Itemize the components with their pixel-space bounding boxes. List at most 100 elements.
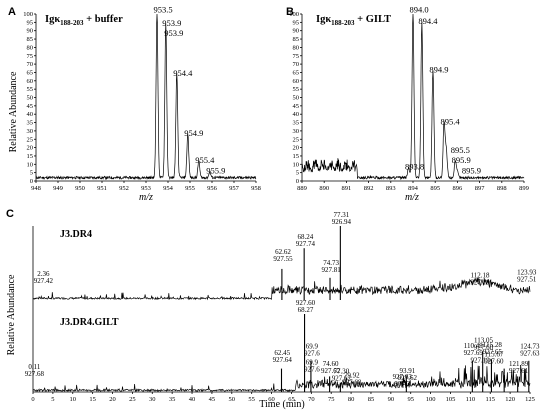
trace-2-annotation-mz: 927.62 — [398, 374, 418, 382]
panel-a-xtick-label: 958 — [251, 185, 261, 192]
trace-1-title: J3.DR4 — [60, 229, 92, 240]
panel-b-ytick-label: 0 — [296, 178, 299, 185]
trace-2-annotation-time: 113.05 — [474, 336, 493, 344]
panel-b-trace — [301, 13, 525, 181]
trace-1-annotation-time: 62.62 — [275, 248, 291, 256]
panel-b-peak-label: 894.4 — [418, 16, 438, 26]
panel-c-xtick-label: 60 — [268, 396, 275, 403]
trace-2-annotation-time: 93.91 — [400, 367, 416, 375]
panel-b-xtick-label: 899 — [519, 185, 529, 192]
panel-a-ytick-label: 20 — [27, 145, 34, 152]
trace-2-annotation-time: 115.28 — [483, 341, 502, 349]
trace-2-annotation-mz: 927.61 — [509, 367, 529, 375]
panel-a-ytick-label: 35 — [27, 120, 34, 127]
panel-c-xtick-label: 15 — [89, 396, 96, 403]
panel-b-ytick-label: 15 — [293, 153, 300, 160]
trace-2-annotation-time: 115.67 — [484, 350, 503, 358]
trace-2-annotation-mz: 927.60 — [484, 357, 504, 365]
panel-c-xtick-label: 120 — [505, 396, 515, 403]
panel-b-title: Igκ188-203 + GILT — [316, 14, 391, 27]
panel-c-xtick-label: 45 — [209, 396, 216, 403]
trace-2-annotation-time: 121.89 — [509, 360, 529, 368]
trace-2-annotation-mz: 927.65 — [483, 348, 503, 356]
panel-b-ytick-label: 20 — [293, 145, 300, 152]
panel-c-xtick-label: 110 — [466, 396, 476, 403]
panel-c-xtick-label: 115 — [485, 396, 495, 403]
panel-c: C Relative Abundance J3.DR4 J3.DR4.GILT … — [6, 208, 540, 410]
trace-2-annotation-mz: 90.43 — [394, 380, 410, 388]
panel-a-xtick-label: 954 — [163, 185, 174, 192]
panel-c-xtick-label: 75 — [328, 396, 335, 403]
panel-a-ytick-label: 90 — [27, 28, 34, 35]
panel-a-ytick-label: 100 — [23, 11, 33, 18]
panel-a-xtick-label: 956 — [207, 185, 218, 192]
trace-2-annotation-time: 927.63 — [393, 373, 413, 381]
panel-b-ytick-label: 25 — [293, 136, 300, 143]
trace-2-annotation-mz: 927.62 — [332, 375, 352, 383]
panel-a-peak-label: 953.5 — [153, 5, 172, 15]
panel-a-letter: A — [8, 6, 16, 18]
panel-a-ytick-label: 30 — [27, 128, 34, 135]
panel-a-ytick-label: 80 — [27, 44, 34, 51]
trace-1-annotation-mz: 927.19 — [470, 279, 490, 287]
panel-c-xtick-label: 105 — [446, 396, 456, 403]
trace-1-annotation-time: 68.24 — [297, 233, 313, 241]
panel-a: A Igκ188-203 + buffer Relative Abundance… — [8, 5, 261, 204]
trace-2-annotation-mz: 927.6 — [304, 350, 320, 358]
panel-c-xtick-label: 30 — [149, 396, 156, 403]
panel-a-xtick-label: 948 — [31, 185, 41, 192]
panel-a-xtick-label: 955 — [185, 185, 195, 192]
trace-2-title: J3.DR4.GILT — [60, 317, 119, 328]
panel-c-xtick-label: 50 — [229, 396, 236, 403]
trace-2-annotation-time: 74.60 — [323, 360, 339, 368]
panel-a-xtick-label: 953 — [141, 185, 151, 192]
trace-1-annotation-mz: 926.94 — [332, 218, 352, 226]
chromatogram-2: 927.6068.270.11927.6862.45927.6469.9927.… — [25, 299, 540, 393]
panel-b-ytick-label: 65 — [293, 69, 300, 76]
panel-a-peak-label: 953.9 — [164, 28, 183, 38]
panel-a-xtick-label: 949 — [53, 185, 63, 192]
panel-c-xtick-label: 95 — [407, 396, 414, 403]
panel-b-ytick-label: 90 — [293, 28, 300, 35]
panel-b-ytick-label: 85 — [293, 36, 300, 43]
trace-1-annotation-time: 2.36 — [37, 270, 50, 278]
trace-2-annotation-mz: 927.69 — [464, 349, 484, 357]
trace-2-annotation-time: 77.30 — [333, 368, 349, 376]
panel-a-peak-label: 955.9 — [206, 166, 225, 176]
panel-b-ytick-label: 5 — [296, 170, 299, 177]
panel-a-ytick-label: 25 — [27, 136, 34, 143]
panel-c-xtick-label: 35 — [169, 396, 176, 403]
trace-2-annotation-mz: 927.64 — [273, 356, 293, 364]
trace-1-annotation-mz: 927.81 — [322, 266, 342, 274]
panel-c-xtick-label: 85 — [368, 396, 375, 403]
trace-2-annotation-time: 62.45 — [274, 349, 290, 357]
panel-b-ytick-label: 100 — [289, 11, 299, 18]
panel-b-xtick-label: 892 — [364, 185, 374, 192]
panel-a-ytick-label: 50 — [27, 95, 34, 102]
panel-b-letter: B — [286, 6, 294, 18]
panel-b-peak-label: 895.9 — [462, 166, 481, 176]
panel-b-ytick-label: 35 — [293, 120, 300, 127]
panel-c-xtick-label: 80 — [348, 396, 355, 403]
panel-a-ytick-label: 40 — [27, 111, 34, 118]
panel-a-ytick-label: 0 — [30, 178, 33, 185]
panel-a-ytick-label: 10 — [27, 161, 34, 168]
panel-c-xtick-label: 10 — [70, 396, 77, 403]
panel-b-peak-label: 894.9 — [429, 65, 448, 75]
panel-b-xtick-label: 893 — [386, 185, 396, 192]
panel-c-xtick-label: 100 — [426, 396, 436, 403]
panel-b-ytick-label: 80 — [293, 44, 300, 51]
panel-c-xtick-label: 25 — [129, 396, 136, 403]
trace-1-annotation-time: 112.18 — [471, 272, 490, 280]
panel-a-xtick-label: 952 — [119, 185, 129, 192]
panel-c-xtick-label: 55 — [248, 396, 255, 403]
panel-b-ytick-label: 75 — [293, 53, 300, 60]
panel-b-axis-lines — [301, 14, 524, 182]
panel-b-ytick-label: 95 — [293, 19, 300, 26]
panel-b-ytick-label: 50 — [293, 95, 300, 102]
panel-a-trace — [35, 13, 257, 181]
trace-2-annotation-mz: 927.6 — [304, 365, 320, 373]
